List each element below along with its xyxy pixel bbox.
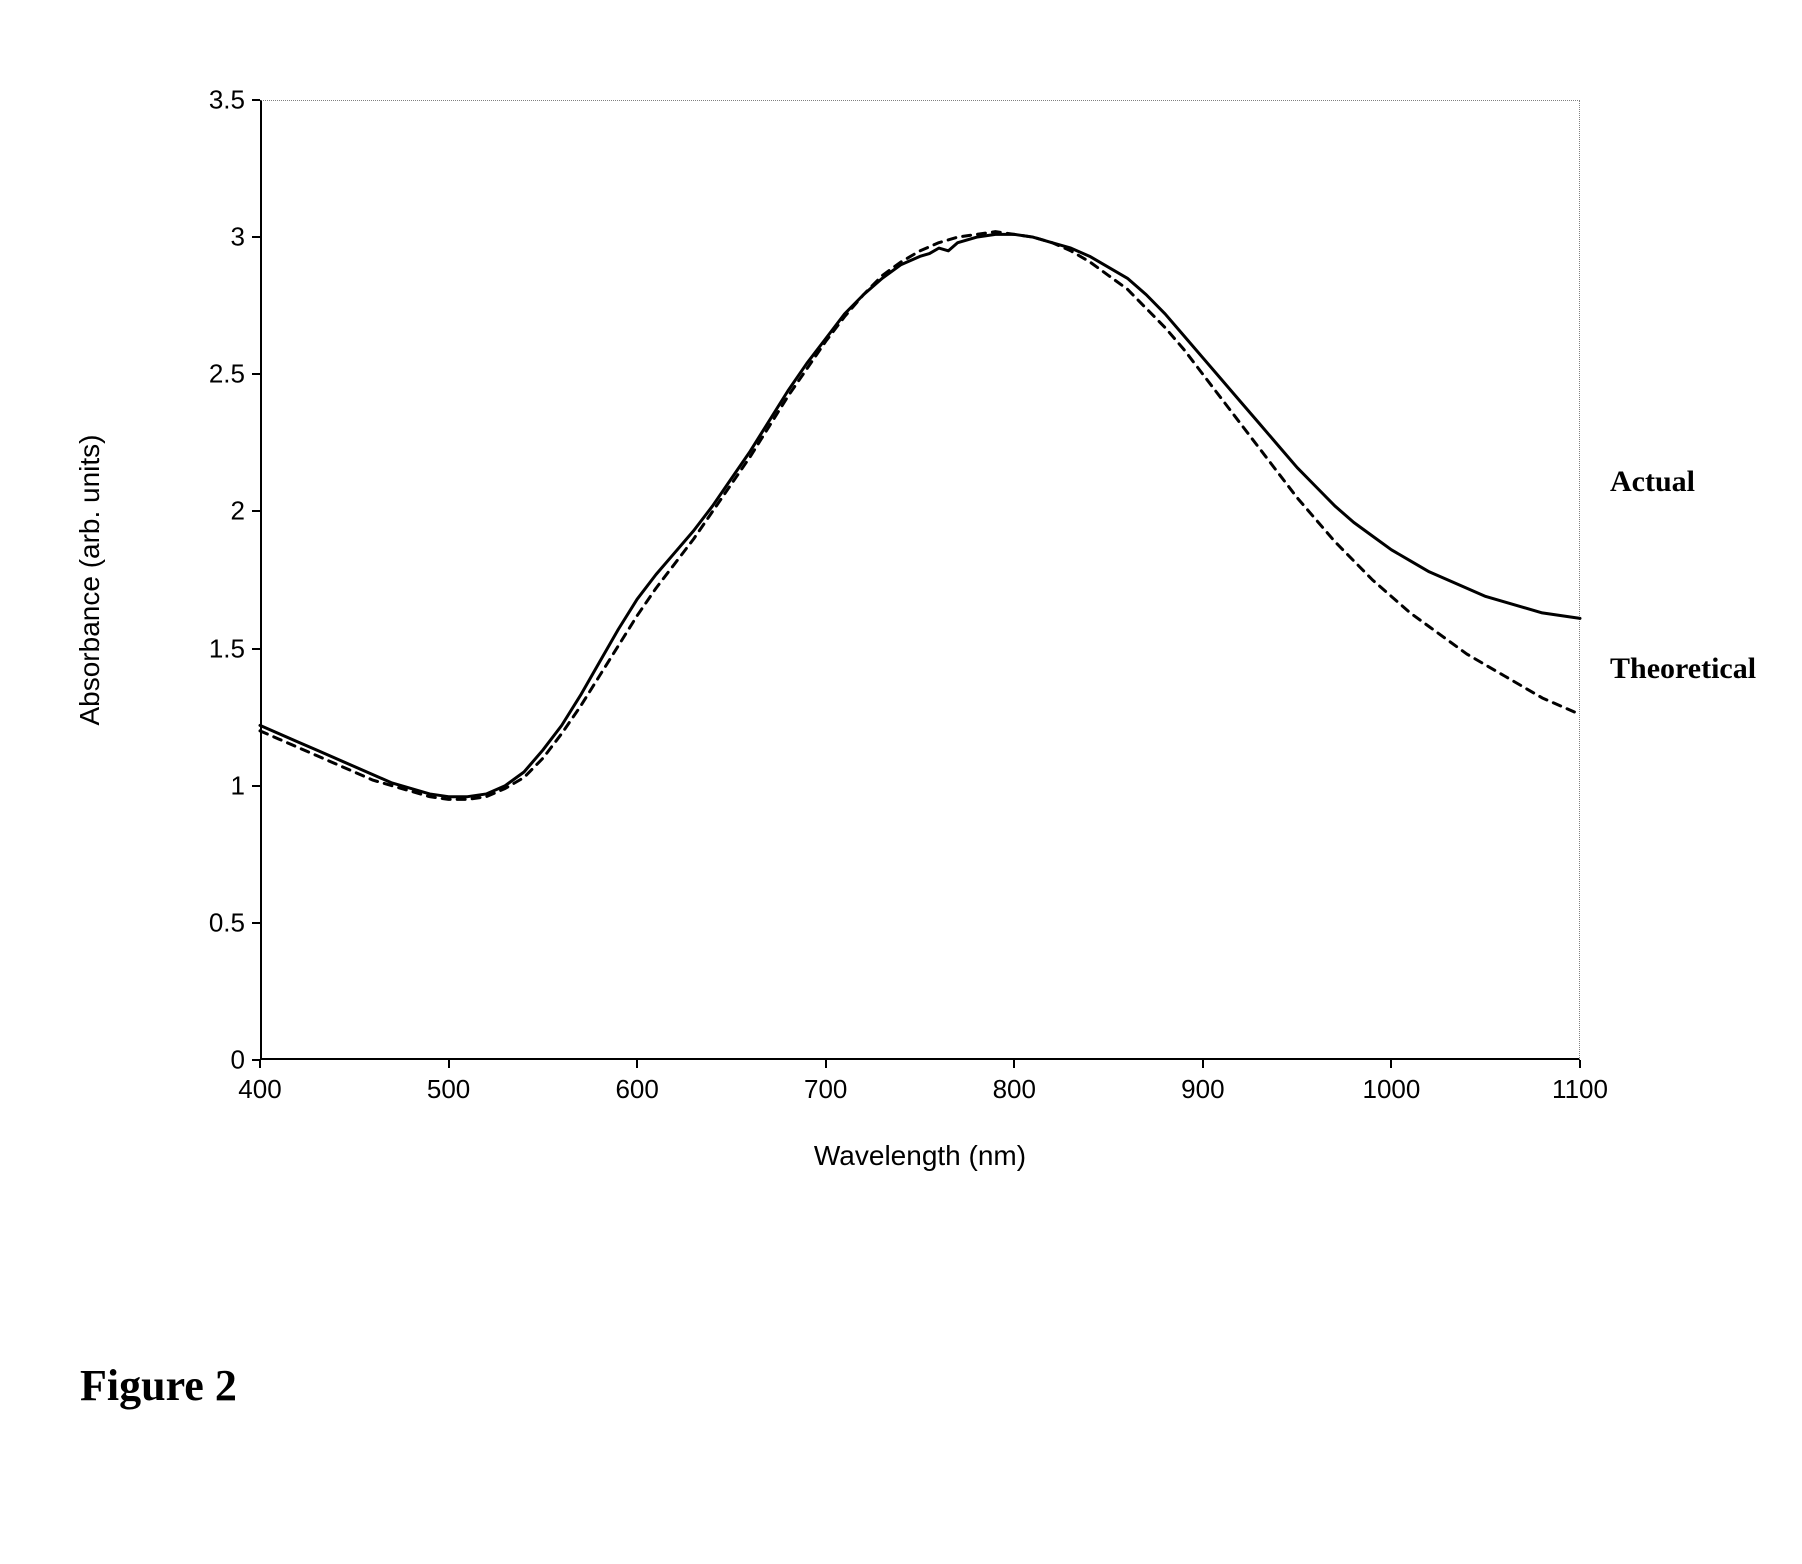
x-tick-label: 800 [993,1074,1036,1105]
y-tick-label: 2 [200,496,245,527]
x-tick-mark [1202,1060,1204,1068]
series-label-actual: Actual [1610,465,1695,499]
x-tick-mark [1579,1060,1581,1068]
x-tick-label: 900 [1181,1074,1224,1105]
x-tick-label: 1100 [1552,1074,1608,1105]
x-tick-label: 600 [615,1074,658,1105]
y-tick-label: 1 [200,770,245,801]
x-tick-mark [1390,1060,1392,1068]
y-tick-mark [252,922,260,924]
y-tick-label: 1.5 [200,633,245,664]
x-tick-mark [259,1060,261,1068]
x-tick-label: 1000 [1363,1074,1421,1105]
figure-caption: Figure 2 [80,1360,237,1411]
y-tick-label: 2.5 [200,359,245,390]
y-tick-label: 0 [200,1045,245,1076]
y-tick-mark [252,510,260,512]
y-tick-mark [252,236,260,238]
chart-container: 0 0.5 1 1.5 2 2.5 3 3.5 400 500 600 700 800 900 1000 1… [40,40,1640,1240]
y-tick-mark [252,648,260,650]
y-tick-label: 0.5 [200,907,245,938]
y-tick-label: 3.5 [200,85,245,116]
y-tick-mark [252,373,260,375]
y-tick-mark [252,785,260,787]
chart-lines [260,100,1580,1060]
x-tick-label: 700 [804,1074,847,1105]
x-tick-mark [448,1060,450,1068]
y-tick-mark [252,99,260,101]
series-label-theoretical: Theoretical [1610,652,1756,686]
x-tick-mark [636,1060,638,1068]
y-axis-label: Absorbance (arb. units) [74,434,106,725]
x-tick-mark [1013,1060,1015,1068]
y-tick-label: 3 [200,222,245,253]
x-tick-mark [825,1060,827,1068]
x-axis-label: Wavelength (nm) [814,1140,1026,1172]
x-tick-label: 500 [427,1074,470,1105]
x-tick-label: 400 [238,1074,281,1105]
